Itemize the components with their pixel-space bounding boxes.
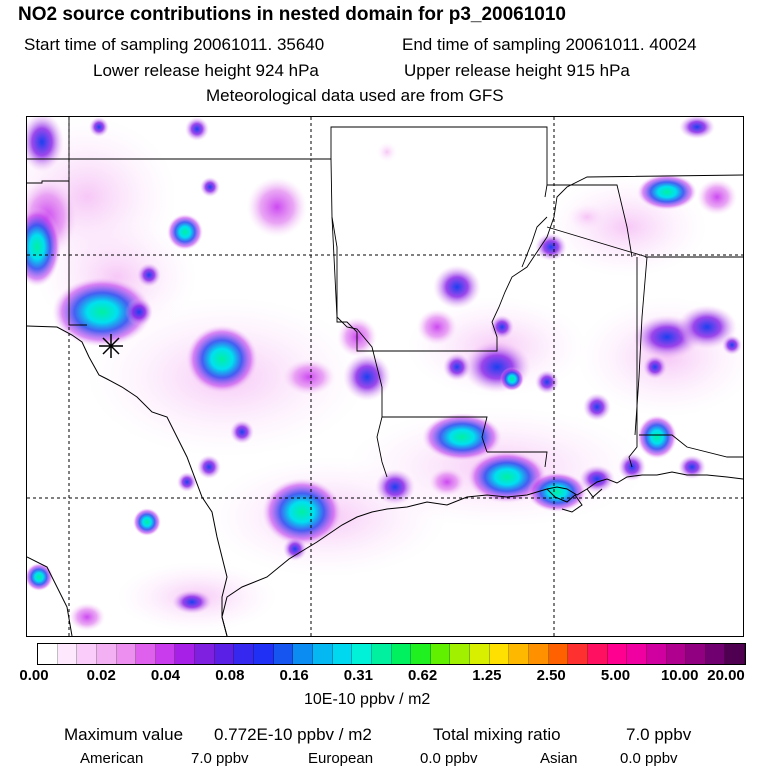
colorbar-swatch [430,644,451,664]
colorbar-swatch [77,644,97,664]
colorbar-tick-label: 0.31 [343,667,373,684]
colorbar-tick-label: 20.00 [707,667,745,684]
source-american-label: American [80,750,144,767]
colorbar-swatch [568,644,588,664]
colorbar [37,643,746,665]
max-value-label: Maximum value [64,725,184,744]
colorbar-tick-label: 0.62 [408,667,438,684]
colorbar-swatch [509,644,530,664]
colorbar-swatch [234,644,255,664]
coastline [27,325,743,636]
map-svg [27,117,743,636]
source-asian-label: Asian [540,750,578,767]
colorbar-swatch [273,644,294,664]
state-borders [27,117,743,478]
colorbar-swatch [587,644,608,664]
total-mixing-value: 7.0 ppbv [626,725,692,744]
colorbar-tick-label: 0.00 [19,667,49,684]
colorbar-swatch [548,644,569,664]
lower-release-label: Lower release height 924 hPa [93,61,319,80]
colorbar-tick-label: 0.16 [279,667,309,684]
plot-title: NO2 source contributions in nested domai… [18,4,566,25]
colorbar-swatch [371,644,392,664]
colorbar-tick-label: 5.00 [600,667,631,684]
colorbar-swatch [136,644,156,664]
map-panel [26,116,744,637]
colorbar-swatch [705,644,726,664]
colorbar-swatch [116,644,137,664]
colorbar-swatch [214,644,235,664]
release-point-marker [99,334,123,358]
colorbar-swatch [38,644,58,664]
colorbar-tick-label: 2.50 [536,667,566,684]
colorbar-swatch [529,644,549,664]
colorbar-tick-label: 0.04 [150,667,181,684]
source-european-label: European [308,750,374,767]
source-american-value: 7.0 ppbv [191,750,249,767]
source-asian-value: 0.0 ppbv [620,750,678,767]
met-data-label: Meteorological data used are from GFS [206,86,504,105]
colorbar-swatch [254,644,274,664]
colorbar-swatch [725,644,746,664]
colorbar-swatch [686,644,706,664]
colorbar-tick-label: 10.00 [660,667,699,684]
max-value: 0.772E-10 ppbv / m2 [214,725,372,744]
colorbar-swatch [293,644,313,664]
colorbar-swatch [312,644,333,664]
colorbar-swatch [195,644,215,664]
colorbar-swatch [411,644,431,664]
colorbar-swatch [352,644,372,664]
colorbar-swatch [489,644,510,664]
end-time-label: End time of sampling 20061011. 40024 [402,35,697,54]
colorbar-swatch [470,644,490,664]
colorbar-swatch [175,644,196,664]
total-mixing-label: Total mixing ratio [433,725,561,744]
colorbar-swatch [607,644,628,664]
colorbar-swatch [666,644,687,664]
source-european-value: 0.0 ppbv [420,750,478,767]
colorbar-swatch [627,644,647,664]
concentration-blobs [27,117,742,631]
colorbar-tick-label: 1.25 [472,667,502,684]
colorbar-swatch [391,644,412,664]
colorbar-tick-label: 0.02 [86,667,116,684]
upper-release-label: Upper release height 915 hPa [404,61,630,80]
colorbar-tick-label: 0.08 [215,667,245,684]
colorbar-swatch [155,644,176,664]
colorbar-swatch [96,644,117,664]
start-time-label: Start time of sampling 20061011. 35640 [24,35,325,54]
colorbar-swatch [450,644,471,664]
colorbar-swatch [646,644,667,664]
colorbar-swatch [57,644,78,664]
colorbar-swatch [332,644,353,664]
colorbar-units: 10E-10 ppbv / m2 [304,691,431,708]
